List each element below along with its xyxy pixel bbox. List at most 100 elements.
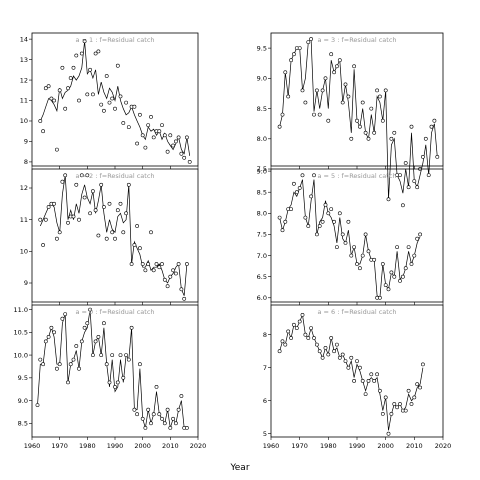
panel-4-data-point — [349, 253, 354, 258]
panel-1-data-point — [79, 51, 84, 56]
panel-5-data-point — [154, 384, 159, 389]
panel-6-data-point — [340, 352, 345, 357]
panel-6-x-tick-label: 1990 — [349, 442, 366, 450]
panel-3-data-point — [168, 274, 173, 279]
panel-6-data-point — [363, 392, 368, 397]
panel-1-data-point — [71, 65, 76, 70]
panel-1-data-point — [57, 88, 62, 93]
panel-6-title: a = 6 : f=Residual catch — [317, 308, 396, 316]
panel-3-data-point — [66, 220, 70, 225]
panel-2-data-point — [426, 173, 431, 178]
panel-4-data-point — [326, 211, 331, 216]
panel-4-data-point — [280, 228, 285, 233]
panel-6-data-point — [303, 332, 308, 337]
panel-6-data-point — [377, 388, 382, 393]
panel-5-data-point — [77, 366, 81, 371]
panel-2-data-point — [380, 118, 385, 123]
panel-3-data-point — [82, 195, 87, 200]
panel-1-y-tick-label: 13 — [20, 56, 28, 64]
panel-6-data-point — [415, 382, 420, 387]
panel-4-data-point — [277, 215, 282, 220]
panel-2-data-point — [357, 124, 362, 129]
panel-6-x-tick-label: 1960 — [263, 442, 280, 450]
panel-6-data-point — [366, 378, 371, 383]
panel-3-data-point — [126, 182, 131, 187]
panel-1-data-point — [182, 155, 187, 160]
panel-1-data-point — [93, 51, 98, 56]
panel-4-data-point — [294, 190, 299, 195]
panel-4-data-point — [334, 245, 339, 250]
panel-3-data-point — [154, 262, 159, 266]
panel-5-data-point — [43, 339, 48, 344]
panel-1-data-point — [115, 63, 120, 68]
panel-5-data-point — [160, 416, 164, 421]
panel-5-data-point — [49, 325, 54, 330]
panel-4-data-point — [412, 253, 417, 258]
panel-4-data-point — [337, 211, 342, 216]
panel-2-data-point — [355, 118, 359, 123]
panel-5-data-point — [63, 312, 68, 317]
panel-4-data-point — [386, 287, 391, 292]
panel-6-data-point — [332, 349, 337, 354]
panel-3-data-point — [176, 262, 181, 266]
panel-6-data-point — [349, 355, 354, 360]
panel-6-data-point — [357, 365, 362, 370]
panel-3-y-tick-label: 10 — [20, 248, 28, 256]
panel-1-y-tick-label: 10 — [20, 117, 28, 125]
panel-6-data-point — [372, 378, 377, 383]
panel-6-data-point — [323, 345, 328, 350]
panel-4-data-point — [360, 253, 365, 258]
panel-4-data-point — [291, 181, 296, 186]
panel-6-data-point — [306, 336, 311, 340]
panel-1-data-point — [110, 96, 115, 101]
panel-3-data-point — [46, 205, 51, 209]
panel-3-fitted-line — [39, 175, 188, 296]
panel-6-data-point — [392, 402, 397, 406]
panel-5-data-point — [57, 362, 62, 367]
panel-2-data-point — [280, 112, 285, 117]
panel-3-data-point — [71, 214, 76, 219]
panel-5-data-point — [132, 407, 137, 412]
panel-5-data-point — [149, 421, 153, 426]
panel-6-y-tick-label: 6 — [263, 397, 267, 405]
panel-2-data-point — [403, 161, 408, 165]
panel-5-x-tick-label: 1980 — [79, 442, 96, 450]
panel-3-frame — [31, 168, 199, 303]
panel-1-data-point — [74, 53, 79, 58]
panel-5-data-point — [107, 380, 112, 385]
panel-5-data-point — [137, 362, 142, 367]
panel-2-data-point — [286, 94, 291, 99]
panel-1-data-point — [126, 125, 131, 130]
panel-2-data-point — [369, 106, 374, 111]
panel-2-data-point — [300, 88, 305, 93]
panel-1-data-point — [88, 67, 93, 72]
panel-3-data-point — [88, 211, 93, 216]
panel-5-y-tick-label: 10.5 — [14, 329, 28, 337]
panel-6-data-point — [352, 378, 357, 383]
panel-5-data-point — [157, 412, 162, 417]
panel-3-data-point — [118, 201, 123, 206]
panel-6-data-point — [280, 339, 285, 344]
panel-6-data-point — [312, 336, 316, 340]
panel-3-data-point — [143, 268, 148, 273]
panel-4-data-point — [377, 295, 382, 300]
panel-2-data-point — [309, 37, 314, 41]
panel-5-data-point — [79, 339, 84, 344]
panel-5-data-point — [168, 425, 173, 430]
x-axis-title: Year — [229, 463, 249, 473]
panel-2-data-point — [291, 52, 296, 57]
panel-4-data-point — [403, 266, 408, 271]
panel-5-data-point — [41, 362, 46, 367]
panel-1-y-tick-label: 9 — [24, 138, 28, 146]
panel-4-y-tick-label: 6.0 — [257, 294, 267, 302]
panel-3-data-point — [184, 262, 189, 266]
panel-2-data-point — [326, 118, 331, 123]
panel-2-data-point — [337, 58, 342, 63]
panel-1-y-tick-label: 14 — [20, 35, 28, 43]
panel-5: 8.5 9.0 9.5 10.0 10.5 11.0 1960 1970 1980 1990 200… — [14, 304, 206, 450]
panel-6-data-point — [343, 359, 348, 364]
panel-4-y-tick-label: 8.5 — [257, 188, 267, 196]
panel-6: 5 6 7 8 1960 1970 1980 1990 2000 2010 2020 a = 6 : … — [263, 304, 451, 450]
panel-3-y-tick-label: 11 — [20, 216, 28, 224]
panel-5-x-tick-label: 1970 — [51, 442, 68, 450]
